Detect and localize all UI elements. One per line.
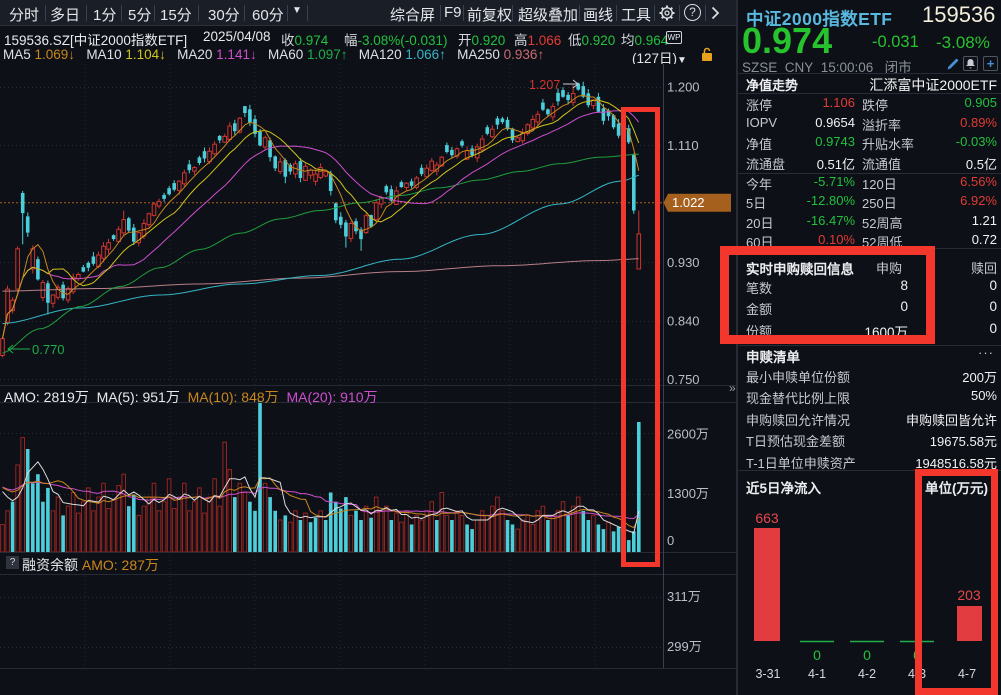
svg-text:1.022: 1.022: [672, 195, 705, 210]
svg-text:0: 0: [863, 647, 871, 663]
svg-text:2600万: 2600万: [667, 427, 709, 442]
svg-text:0.750: 0.750: [667, 372, 700, 387]
svg-text:1.200: 1.200: [667, 80, 700, 95]
svg-text:0.840: 0.840: [667, 314, 700, 329]
svg-text:4-2: 4-2: [858, 667, 876, 681]
svg-text:0.930: 0.930: [667, 255, 700, 270]
svg-text:203: 203: [957, 587, 981, 603]
svg-text:1300万: 1300万: [667, 486, 709, 501]
svg-text:0.770: 0.770: [32, 342, 65, 357]
svg-text:1.207: 1.207: [529, 78, 560, 92]
svg-text:4-7: 4-7: [958, 667, 976, 681]
svg-text:663: 663: [755, 510, 779, 526]
svg-text:299万: 299万: [667, 639, 702, 654]
svg-text:1.110: 1.110: [667, 138, 699, 153]
svg-text:3-31: 3-31: [755, 667, 780, 681]
svg-text:311万: 311万: [667, 589, 701, 604]
svg-text:0: 0: [667, 533, 674, 548]
svg-text:4-1: 4-1: [808, 667, 826, 681]
svg-text:0: 0: [813, 647, 821, 663]
